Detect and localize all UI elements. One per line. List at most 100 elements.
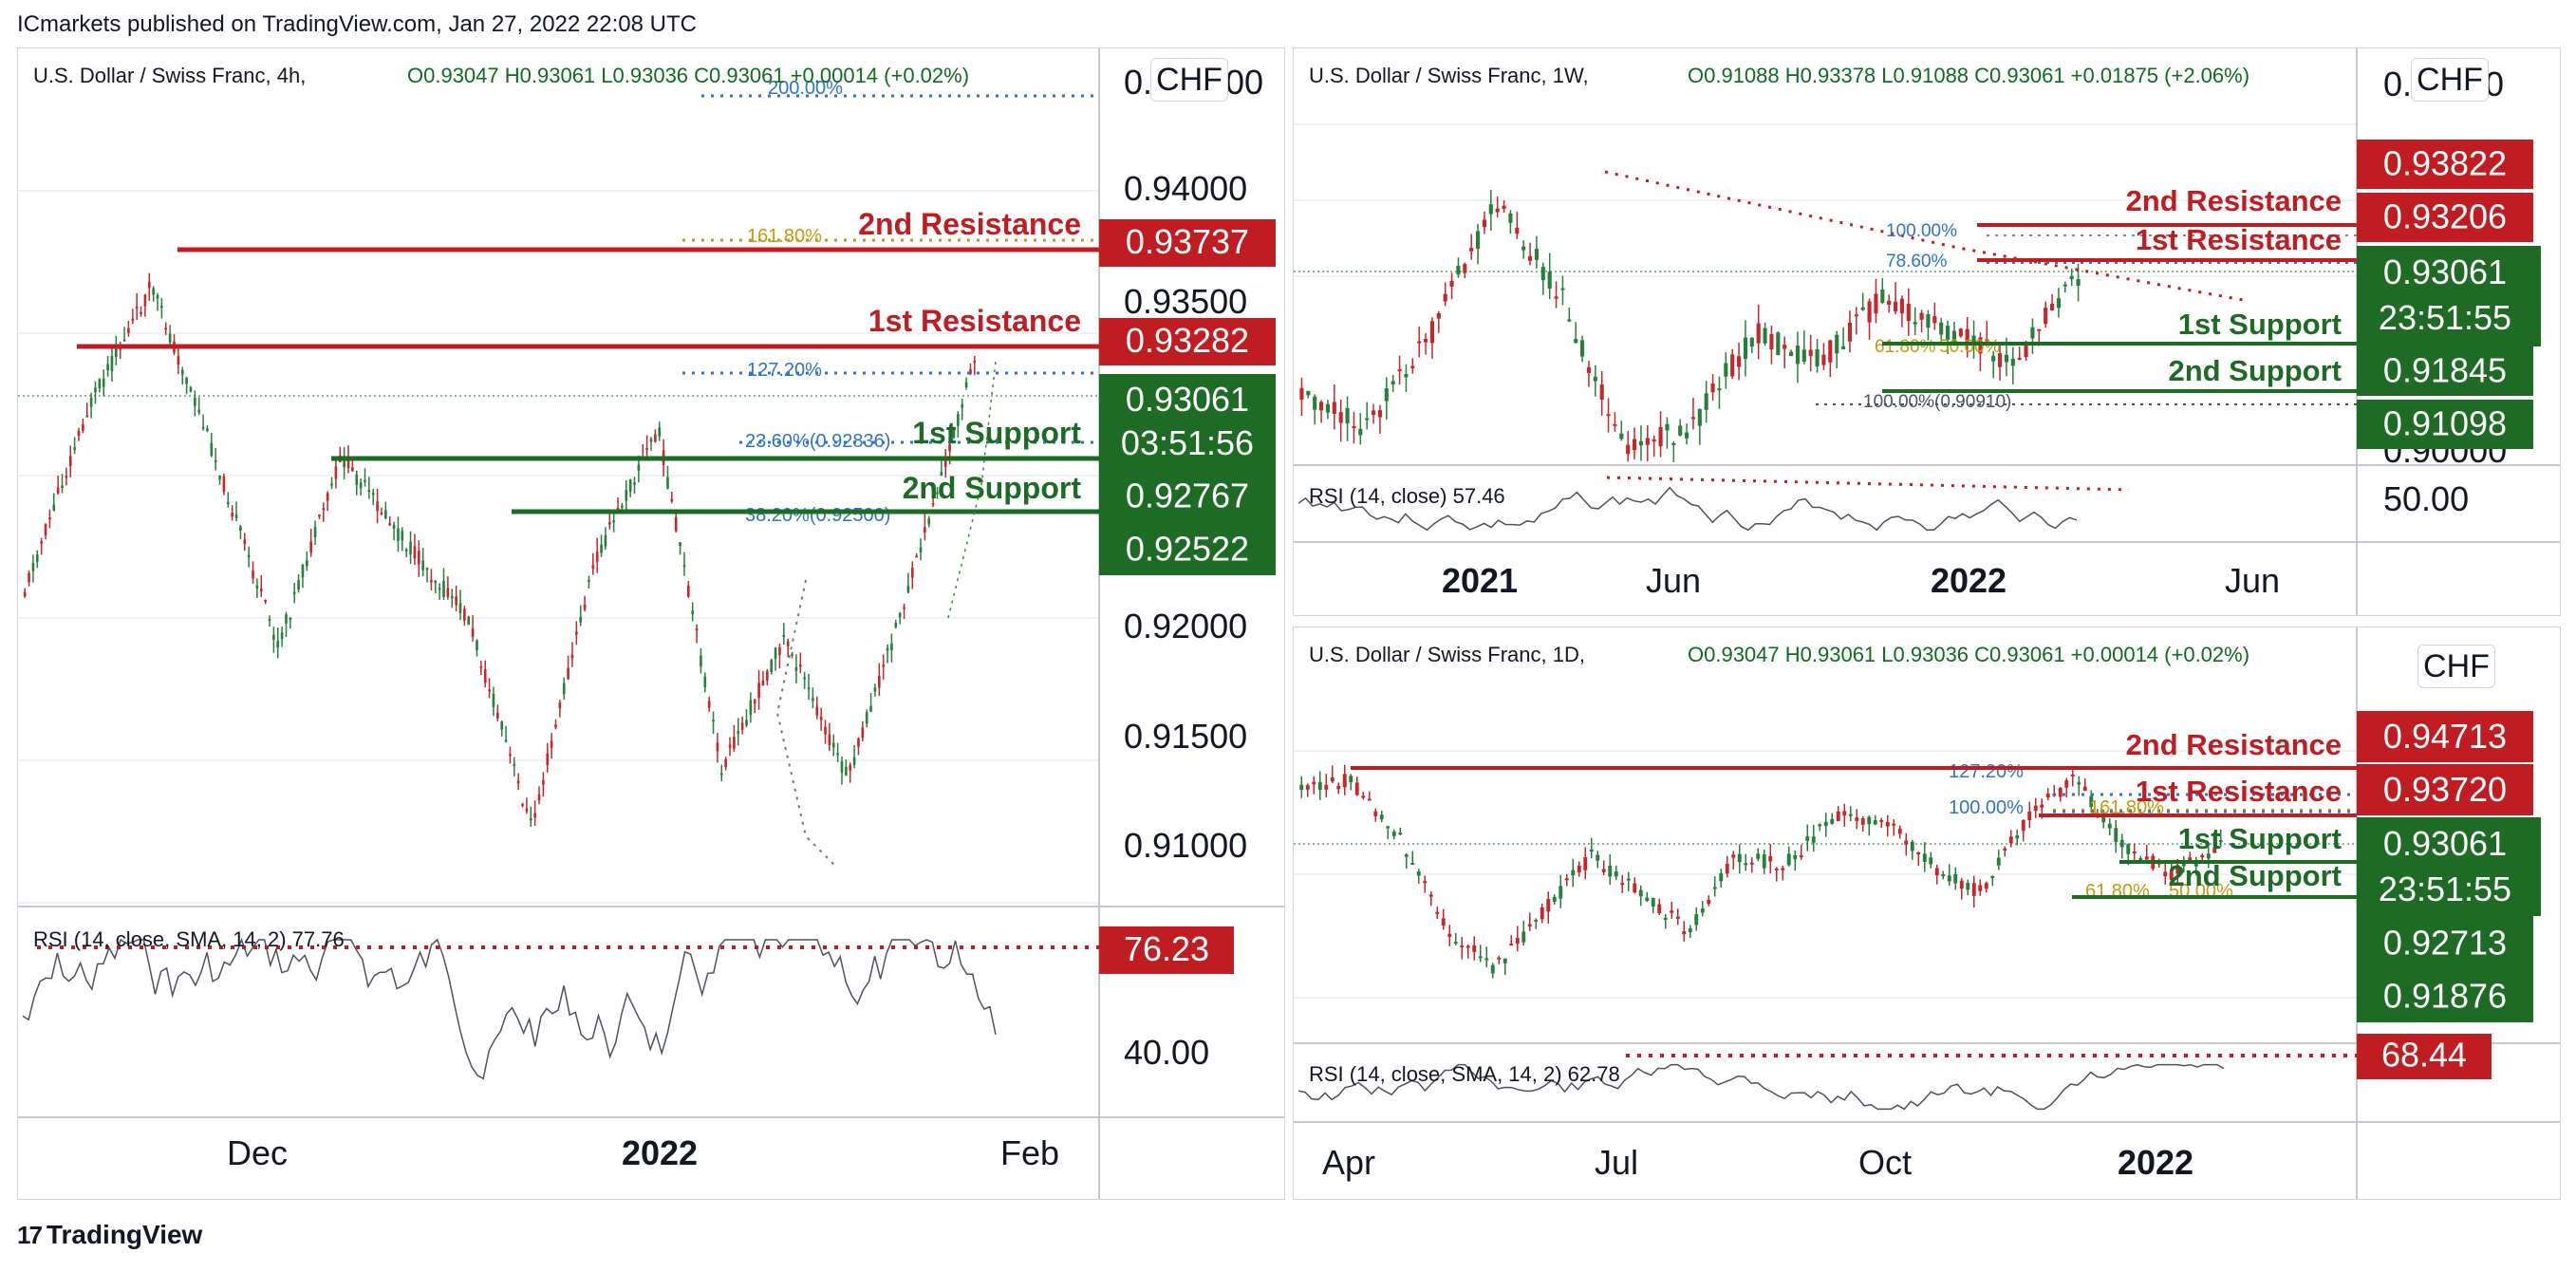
price-tag-last-bg	[2357, 817, 2541, 916]
candle-body	[915, 555, 918, 558]
fib-label-127: 127.20%	[747, 360, 822, 381]
chart-panel-1d[interactable]: 127.20% 100.00% 161.80% 61.80% 50.00% 2nd Res…	[1293, 627, 2561, 1200]
candle-body	[1313, 396, 1317, 410]
candle-body	[2021, 820, 2025, 832]
chart-panel-1w[interactable]: 100.00% 78.60% 61.80% 50.00% 100.00%(0.90910…	[1293, 47, 2561, 616]
candle-body	[533, 813, 536, 818]
candle-body	[2056, 298, 2061, 309]
candle-body	[492, 693, 495, 707]
candle-body	[1887, 300, 1892, 306]
price-tick: 0.92000	[1124, 607, 1247, 645]
chart-panel-4h[interactable]: 200.00% 161.80% 127.20% 23.60%(0.92836) 38.2…	[17, 47, 1285, 1200]
fib-label-500: 50.00%	[1939, 337, 2001, 357]
candle-body	[1484, 958, 1489, 961]
chart-canvas-1d[interactable]: 127.20%100.00% 161.80%61.80% 50.00%2nd Res…	[1294, 627, 2560, 1199]
candle-body	[1534, 249, 1539, 260]
chart-canvas-4h[interactable]: 200.00% 161.80% 127.20% 23.60%(0.92836) 38.2…	[18, 48, 1284, 1199]
candle-body	[2027, 811, 2032, 820]
candle-body	[890, 643, 893, 650]
candle-body	[1795, 345, 1800, 365]
candle-body	[1934, 868, 1939, 876]
candle-body	[218, 476, 221, 480]
candle-body	[28, 572, 30, 583]
candle-body	[180, 369, 184, 375]
candle-body	[1417, 341, 1422, 344]
candle-body	[1299, 387, 1304, 401]
candle-body	[1503, 958, 1507, 963]
candle-body	[234, 514, 238, 518]
candle-body	[1352, 426, 1356, 429]
candle-body	[1580, 340, 1585, 357]
candle-body	[434, 581, 438, 584]
candle-body	[1769, 333, 1774, 350]
candle-body	[828, 734, 831, 746]
candle-body	[2010, 358, 2015, 366]
candle-body	[1435, 911, 1440, 914]
candle-body	[712, 720, 715, 722]
candle-body	[691, 610, 694, 614]
candle-body	[1737, 356, 1742, 367]
candle-body	[865, 712, 868, 724]
candle-body	[247, 554, 251, 558]
candle-body	[94, 387, 97, 393]
candle-body	[682, 565, 686, 568]
candle-body	[1978, 885, 1983, 891]
candle-body	[463, 608, 466, 621]
candle-body	[674, 516, 678, 532]
candle-body	[1671, 442, 1676, 445]
candle-body	[409, 541, 412, 555]
candle-body	[289, 617, 292, 620]
candle-body	[719, 773, 723, 776]
candle-body	[1984, 883, 1988, 889]
candle-body	[1756, 853, 1761, 859]
candle-body	[1971, 335, 1976, 343]
candle-body	[252, 570, 254, 579]
candle-body	[168, 333, 172, 343]
time-tick: Jun	[1646, 561, 1701, 600]
candle-body	[31, 563, 35, 571]
candle-body	[778, 646, 781, 656]
candle-body	[1338, 412, 1343, 423]
candle-body	[131, 318, 135, 321]
candle-body	[23, 591, 27, 597]
candle-body	[2188, 857, 2193, 861]
candle-body	[1860, 818, 1865, 825]
currency-button[interactable]: CHF	[2417, 645, 2495, 688]
candle-body	[160, 306, 163, 309]
level-label-1st-support: 1st Support	[912, 416, 1081, 450]
candle-body	[1996, 857, 2001, 866]
currency-button[interactable]: CHF	[1150, 58, 1228, 102]
candle-body	[766, 671, 769, 682]
candle-body	[927, 518, 931, 525]
candle-body	[392, 524, 396, 529]
candle-body	[1332, 402, 1336, 414]
candle-body	[1894, 301, 1898, 312]
tradingview-logo[interactable]: 17 TradingView	[17, 1220, 202, 1250]
candle-body	[1712, 887, 1717, 889]
candle-body	[458, 603, 462, 614]
currency-button[interactable]: CHF	[2411, 58, 2489, 102]
candle-body	[318, 514, 321, 517]
level-label-2nd-support: 2nd Support	[2168, 859, 2342, 892]
candle-body	[740, 722, 744, 730]
candle-body	[628, 478, 632, 492]
rsi-line	[22, 937, 997, 1080]
candle-body	[1398, 832, 1403, 835]
candle-body	[351, 467, 354, 472]
candle-body	[1985, 339, 1989, 342]
candle-body	[728, 744, 732, 748]
fib-label-100-low: 100.00%(0.90910)	[1863, 392, 2011, 412]
price-tick: 0.91000	[1124, 826, 1247, 865]
candle-body	[1910, 841, 1914, 851]
candle-body	[1547, 271, 1552, 289]
candle-body	[521, 803, 524, 806]
candle-body	[44, 523, 47, 535]
candle-body	[1521, 246, 1526, 251]
candle-body	[1324, 784, 1329, 790]
time-tick: Jul	[1595, 1143, 1638, 1182]
candle-body	[753, 700, 756, 704]
candle-body	[554, 724, 557, 728]
symbol-title: U.S. Dollar / Swiss Franc, 1W,	[1309, 64, 1589, 87]
price-tag-2nd-resistance-bg	[2357, 711, 2533, 762]
chart-canvas-1w[interactable]: 100.00% 78.60% 61.80% 50.00% 100.00%(0.90910…	[1294, 48, 2560, 615]
